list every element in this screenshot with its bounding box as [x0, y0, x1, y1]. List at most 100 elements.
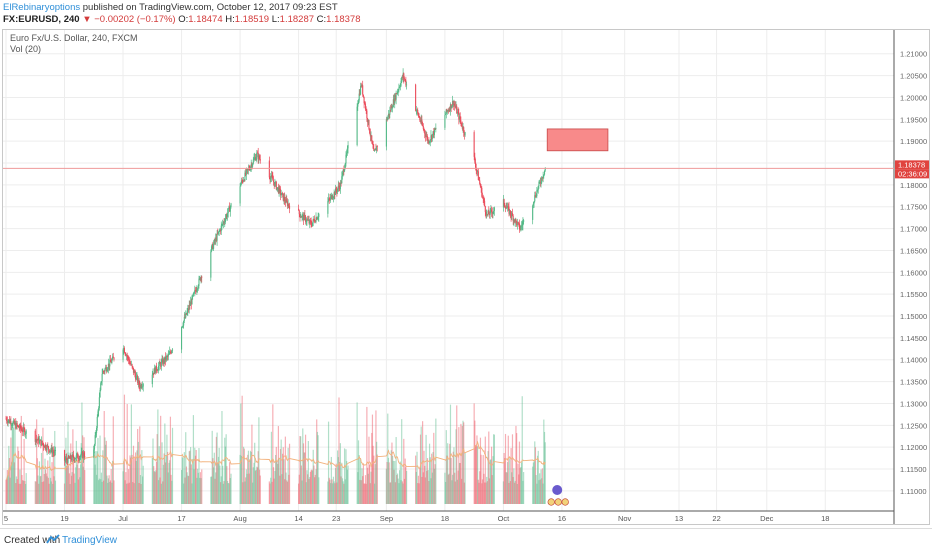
- y-tick-label: 1.18000: [900, 181, 927, 190]
- volume-bar: [426, 458, 429, 504]
- candle-body: [428, 140, 430, 143]
- volume-bar: [459, 463, 461, 504]
- candle-body: [104, 368, 106, 372]
- volume-bar: [94, 464, 96, 504]
- candle-body: [13, 420, 15, 425]
- candle-body: [183, 316, 185, 321]
- volume-bar: [268, 481, 270, 504]
- volume-bar: [518, 441, 521, 504]
- candle-body: [44, 444, 46, 448]
- candle-body: [107, 368, 109, 371]
- volume-bar: [335, 463, 337, 504]
- author-link[interactable]: ElRebinaryoptions: [3, 2, 81, 13]
- volume-bar: [509, 458, 511, 504]
- candle-body: [229, 206, 231, 212]
- candle-body: [327, 201, 329, 214]
- volume-bar: [34, 481, 36, 504]
- candle-body: [342, 169, 344, 173]
- x-tick-label: 5: [4, 514, 8, 523]
- volume-bar: [511, 472, 513, 504]
- volume-bar: [538, 480, 540, 504]
- candle-body: [15, 423, 17, 429]
- volume-bar: [276, 460, 278, 504]
- x-tick-label: Aug: [233, 514, 246, 523]
- candle-body: [298, 208, 300, 211]
- volume-bar: [453, 447, 455, 504]
- tradingview-brand-link[interactable]: TradingView: [62, 535, 118, 546]
- volume-bar: [404, 458, 406, 504]
- volume-bar: [279, 448, 282, 504]
- volume-bar: [135, 460, 137, 504]
- candle-body: [212, 244, 214, 249]
- candle-body: [197, 285, 199, 289]
- volume-bar: [281, 474, 283, 504]
- candle-body: [16, 423, 18, 426]
- volume-bar: [456, 479, 459, 504]
- volume-bar: [302, 443, 305, 504]
- volume-bar: [365, 483, 367, 504]
- volume-bar: [520, 462, 523, 504]
- candle-body: [252, 163, 254, 167]
- volume-bar: [368, 436, 370, 504]
- candle-body: [25, 430, 27, 434]
- volume-bar: [483, 473, 485, 504]
- candle-body: [456, 111, 458, 114]
- candle-body: [406, 84, 408, 86]
- candle-body: [479, 183, 481, 188]
- volume-bar: [394, 482, 397, 504]
- volume-bar: [310, 470, 312, 504]
- candle-body: [194, 289, 197, 291]
- candle-body: [195, 290, 197, 292]
- flag-icon[interactable]: [554, 498, 562, 506]
- tradingview-logo-icon[interactable]: [46, 534, 60, 544]
- event-marker-icon[interactable]: [552, 485, 563, 495]
- candle-body: [330, 196, 332, 200]
- volume-bar: [212, 458, 214, 504]
- close-label: C:: [316, 14, 327, 25]
- candle-body: [251, 164, 253, 167]
- volume-bar: [127, 483, 129, 504]
- candle-body: [160, 361, 162, 367]
- volume-bar: [373, 483, 376, 504]
- volume-bar: [484, 482, 486, 504]
- x-tick-label: Dec: [760, 514, 774, 523]
- chart-area[interactable]: 1.210001.205001.200001.195001.190001.185…: [2, 29, 930, 525]
- volume-bar: [130, 404, 132, 504]
- volume-bar: [74, 482, 76, 504]
- candle-body: [140, 384, 142, 388]
- volume-bar: [369, 464, 371, 504]
- volume-bar: [481, 479, 484, 504]
- candle-body: [392, 106, 394, 109]
- candle-body: [435, 127, 437, 130]
- volume-bar: [253, 462, 255, 504]
- candle-body: [245, 172, 247, 175]
- volume-bar: [376, 454, 378, 504]
- candle-body: [131, 364, 133, 367]
- y-tick-label: 1.16000: [900, 268, 927, 277]
- volume-bar: [9, 477, 11, 504]
- volume-bar: [504, 458, 506, 504]
- volume-bar: [358, 455, 360, 504]
- flag-icon[interactable]: [547, 498, 555, 506]
- candle-body: [257, 152, 259, 160]
- chart-canvas[interactable]: 1.210001.205001.200001.195001.190001.185…: [3, 30, 929, 524]
- volume-bar: [107, 482, 109, 504]
- volume-bar: [190, 447, 192, 504]
- candle-body: [493, 207, 495, 211]
- candle-body: [6, 418, 8, 422]
- candle-body: [82, 453, 84, 458]
- candle-body: [95, 433, 97, 436]
- candle-body: [540, 182, 542, 184]
- volume-bar: [63, 483, 66, 504]
- candle-body: [284, 201, 286, 203]
- volume-bar: [83, 437, 85, 504]
- y-tick-label: 1.11000: [900, 487, 927, 496]
- candle-body: [364, 103, 367, 110]
- volume-bar: [392, 455, 394, 504]
- flag-icon[interactable]: [561, 498, 569, 506]
- volume-bar: [342, 481, 344, 504]
- candle-body: [67, 455, 69, 463]
- volume-bar: [334, 468, 337, 504]
- volume-bar: [536, 455, 539, 504]
- volume-bar: [389, 482, 391, 504]
